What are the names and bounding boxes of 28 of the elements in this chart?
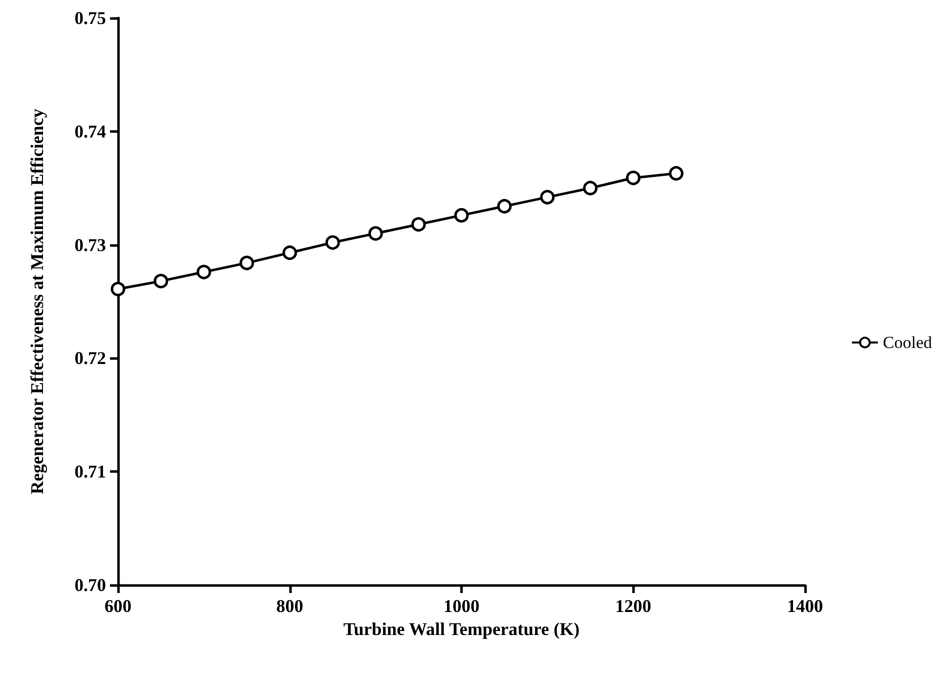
x-axis-title: Turbine Wall Temperature (K)	[343, 618, 580, 639]
y-tick-label: 0.75	[74, 8, 106, 28]
y-tick-label: 0.74	[74, 121, 106, 142]
point	[583, 180, 598, 196]
y-tick-label: 0.73	[74, 234, 106, 255]
point	[540, 190, 555, 204]
point	[668, 166, 684, 181]
point	[454, 208, 469, 223]
x-tick-label: 1000	[444, 596, 480, 616]
legend-label: Cooled	[882, 333, 932, 352]
point	[497, 198, 512, 214]
x-tick-label: 800	[276, 596, 304, 616]
y-axis-title: Regenerator Effectiveness at Maximum Efficiency	[27, 108, 47, 494]
point	[325, 235, 340, 250]
point	[154, 274, 168, 288]
point	[626, 170, 640, 186]
y-tick-label: 0.72	[74, 348, 106, 368]
point	[240, 256, 254, 270]
x-tick-label: 1200	[615, 596, 652, 616]
x-tick-label: 1400	[787, 596, 823, 616]
x-tick-label: 600	[104, 596, 132, 616]
point	[411, 217, 426, 232]
y-tick-label: 0.71	[74, 462, 106, 482]
y-tick-label: 0.70	[74, 575, 106, 595]
point	[110, 282, 126, 296]
point	[282, 245, 297, 260]
point	[368, 226, 383, 241]
point	[196, 264, 212, 280]
